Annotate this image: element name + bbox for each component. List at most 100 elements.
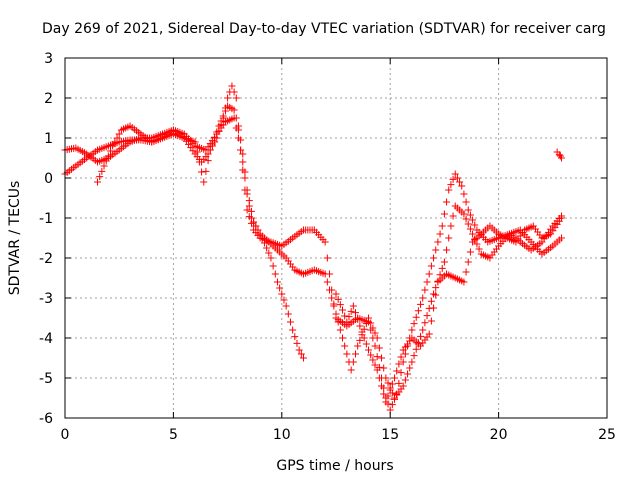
data-point bbox=[323, 254, 331, 262]
data-point bbox=[401, 376, 409, 384]
plot-frame bbox=[64, 57, 608, 419]
data-point bbox=[440, 210, 448, 218]
data-point bbox=[356, 336, 364, 344]
data-point bbox=[369, 356, 377, 364]
data-point bbox=[382, 374, 390, 382]
data-point bbox=[414, 307, 422, 315]
data-point bbox=[354, 315, 362, 323]
data-point bbox=[475, 245, 483, 253]
data-point bbox=[254, 226, 262, 234]
data-point bbox=[388, 401, 396, 409]
data-point bbox=[111, 138, 119, 146]
data-point bbox=[460, 190, 468, 198]
data-point bbox=[258, 234, 266, 242]
data-point bbox=[388, 380, 396, 388]
data-point bbox=[356, 322, 364, 330]
data-point bbox=[410, 320, 418, 328]
data-point bbox=[198, 168, 206, 176]
data-point bbox=[354, 342, 362, 350]
data-point bbox=[204, 157, 212, 165]
series-layer bbox=[61, 82, 565, 414]
data-point bbox=[234, 122, 242, 130]
data-point bbox=[434, 238, 442, 246]
data-point bbox=[427, 297, 435, 305]
data-point bbox=[193, 148, 201, 156]
series-track-b bbox=[61, 114, 565, 402]
data-point bbox=[343, 350, 351, 358]
data-point bbox=[395, 360, 403, 368]
data-point bbox=[325, 286, 333, 294]
data-point bbox=[256, 230, 264, 238]
data-point bbox=[391, 374, 399, 382]
data-point bbox=[241, 174, 249, 182]
data-point bbox=[328, 294, 336, 302]
data-point bbox=[449, 212, 457, 220]
data-point bbox=[98, 167, 106, 175]
data-point bbox=[211, 134, 219, 142]
data-point bbox=[293, 339, 301, 347]
data-point bbox=[349, 358, 357, 366]
data-point bbox=[384, 379, 392, 387]
data-point bbox=[417, 300, 425, 308]
data-point bbox=[458, 182, 466, 190]
data-point bbox=[401, 350, 409, 358]
data-point bbox=[365, 346, 373, 354]
chart-title: Day 269 of 2021, Sidereal Day-to-day VTE… bbox=[42, 21, 606, 37]
data-point bbox=[208, 140, 216, 148]
data-point bbox=[289, 326, 297, 334]
data-point bbox=[375, 344, 383, 352]
data-point bbox=[375, 374, 383, 382]
data-point bbox=[378, 354, 386, 362]
data-point bbox=[438, 264, 446, 272]
data-point bbox=[280, 296, 288, 304]
data-point bbox=[269, 262, 277, 270]
y-axis-label: SDTVAR / TECUs bbox=[7, 181, 23, 296]
data-point bbox=[462, 268, 470, 276]
data-point bbox=[360, 334, 368, 342]
data-point bbox=[382, 398, 390, 406]
data-point bbox=[371, 361, 379, 369]
data-point bbox=[408, 358, 416, 366]
data-point bbox=[260, 239, 268, 247]
series-track-e bbox=[553, 148, 565, 162]
data-point bbox=[278, 290, 286, 298]
data-point bbox=[336, 326, 344, 334]
data-point bbox=[291, 333, 299, 341]
data-point bbox=[247, 214, 255, 222]
data-point bbox=[267, 254, 275, 262]
data-point bbox=[215, 122, 223, 130]
data-point bbox=[404, 370, 412, 378]
data-point bbox=[440, 258, 448, 266]
data-point bbox=[115, 130, 123, 138]
data-point bbox=[432, 246, 440, 254]
y-tick-label: -2 bbox=[39, 251, 53, 267]
data-point bbox=[228, 82, 236, 90]
data-point bbox=[371, 329, 379, 337]
data-point bbox=[373, 334, 381, 342]
data-point bbox=[445, 234, 453, 242]
data-point bbox=[447, 222, 455, 230]
data-point bbox=[323, 278, 331, 286]
data-point bbox=[460, 278, 468, 286]
y-tick-label: -3 bbox=[39, 291, 53, 307]
data-point bbox=[419, 326, 427, 334]
data-point bbox=[245, 197, 253, 205]
data-point bbox=[412, 345, 420, 353]
data-point bbox=[276, 284, 284, 292]
data-point bbox=[239, 150, 247, 158]
data-point bbox=[406, 364, 414, 372]
data-point bbox=[232, 94, 240, 102]
data-point bbox=[423, 312, 431, 320]
data-point bbox=[462, 215, 470, 223]
data-point bbox=[397, 353, 405, 361]
data-point bbox=[397, 369, 405, 377]
data-point bbox=[395, 379, 403, 387]
data-point bbox=[469, 216, 477, 224]
data-point bbox=[466, 248, 474, 256]
data-point bbox=[94, 178, 102, 186]
data-point bbox=[334, 295, 342, 303]
data-point bbox=[221, 107, 229, 115]
x-axis-label: GPS time / hours bbox=[276, 458, 393, 474]
data-point bbox=[271, 270, 279, 278]
